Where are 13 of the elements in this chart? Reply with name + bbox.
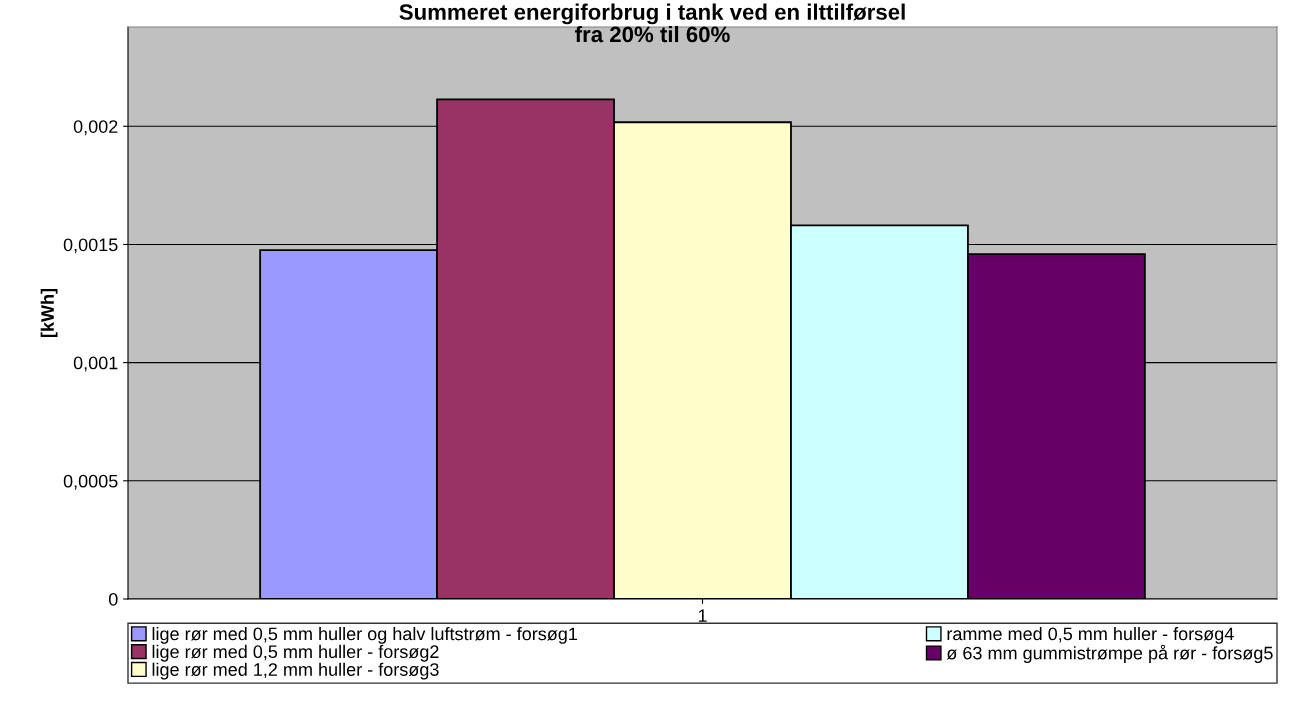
y-tick-label: 0,0015 — [63, 238, 118, 254]
y-tick-label: 0,0005 — [63, 474, 118, 490]
y-tick-label: 0,002 — [73, 120, 118, 136]
y-tick-label: 0,001 — [73, 356, 118, 372]
legend-label: lige rør med 0,5 mm huller - forsøg2 — [152, 644, 439, 662]
legend-label: lige rør med 0,5 mm huller og halv luftstrøm - forsøg1 — [152, 627, 578, 644]
chart-title: Summeret energiforbrug i tank ved en ilttilførsel fra 20% til 60% — [399, 3, 905, 43]
y-tick-label: 0 — [108, 592, 118, 606]
legend-label: ø 63 mm gummistrømpe på rør - forsøg5 — [946, 644, 1273, 664]
legend-label: ramme med 0,5 mm huller - forsøg4 — [947, 627, 1234, 644]
legend-label: lige rør med 1,2 mm huller - forsøg3 — [152, 662, 439, 680]
x-tick-label: 1 — [698, 609, 707, 622]
y-axis-title: [kWh] — [40, 288, 58, 338]
